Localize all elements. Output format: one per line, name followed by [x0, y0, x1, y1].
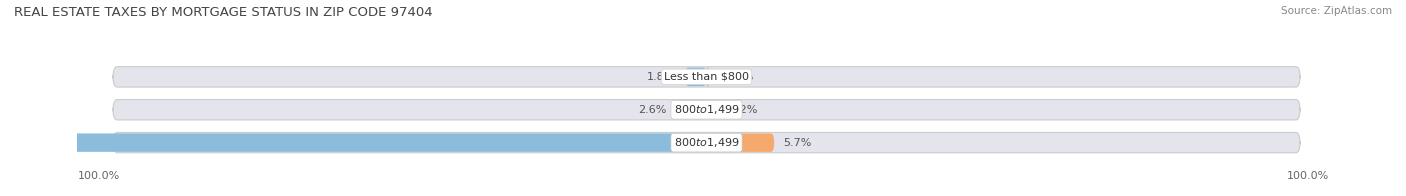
- FancyBboxPatch shape: [676, 101, 707, 119]
- Text: 100.0%: 100.0%: [1286, 171, 1329, 181]
- FancyBboxPatch shape: [707, 101, 721, 119]
- Text: REAL ESTATE TAXES BY MORTGAGE STATUS IN ZIP CODE 97404: REAL ESTATE TAXES BY MORTGAGE STATUS IN …: [14, 6, 433, 19]
- Text: 100.0%: 100.0%: [77, 171, 120, 181]
- Text: 5.7%: 5.7%: [783, 138, 813, 148]
- FancyBboxPatch shape: [112, 67, 1301, 87]
- Text: 1.2%: 1.2%: [730, 105, 759, 115]
- FancyBboxPatch shape: [112, 132, 1301, 153]
- FancyBboxPatch shape: [706, 68, 710, 86]
- Text: Source: ZipAtlas.com: Source: ZipAtlas.com: [1281, 6, 1392, 16]
- Text: $800 to $1,499: $800 to $1,499: [673, 103, 740, 116]
- Text: 2.6%: 2.6%: [638, 105, 666, 115]
- Text: Less than $800: Less than $800: [664, 72, 749, 82]
- FancyBboxPatch shape: [0, 133, 707, 152]
- Text: 1.8%: 1.8%: [647, 72, 676, 82]
- FancyBboxPatch shape: [685, 68, 707, 86]
- Text: 0.21%: 0.21%: [718, 72, 754, 82]
- FancyBboxPatch shape: [707, 133, 775, 152]
- Text: $800 to $1,499: $800 to $1,499: [673, 136, 740, 149]
- FancyBboxPatch shape: [112, 100, 1301, 120]
